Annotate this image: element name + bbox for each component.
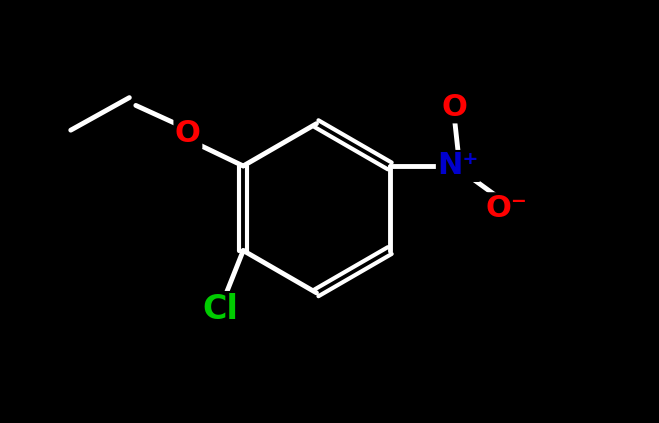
Text: Cl: Cl (202, 293, 239, 326)
Text: O: O (175, 119, 201, 148)
Text: O: O (442, 93, 468, 122)
Text: O⁻: O⁻ (486, 194, 528, 223)
Text: N⁺: N⁺ (438, 151, 479, 181)
